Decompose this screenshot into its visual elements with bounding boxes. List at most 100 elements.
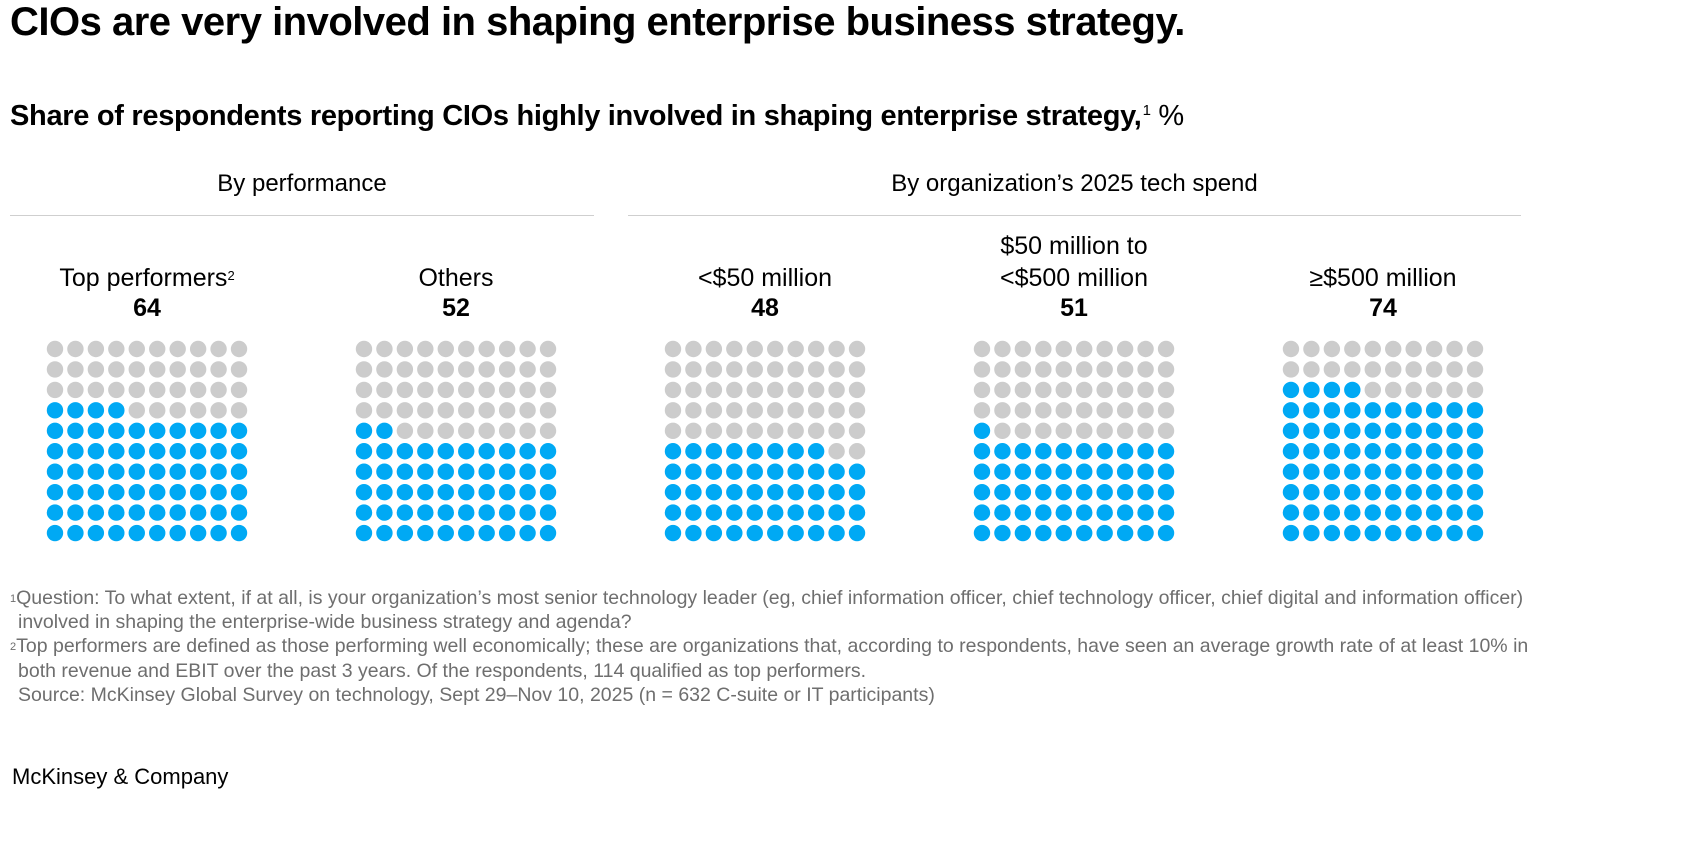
waffle-dot-empty — [478, 381, 495, 399]
waffle-dot-filled — [1014, 443, 1032, 460]
waffle-dot-empty — [519, 422, 536, 439]
waffle-dot-empty — [1466, 361, 1484, 378]
waffle-dot-filled — [848, 524, 866, 542]
waffle-dot-filled — [169, 524, 186, 542]
waffle-dot-filled — [1055, 504, 1072, 521]
waffle-dot-empty — [128, 381, 145, 399]
waffle-dot-filled — [685, 524, 702, 542]
category-label: <$500 million — [924, 262, 1224, 294]
waffle-dot-filled — [149, 483, 166, 501]
waffle-dot-empty — [1055, 381, 1072, 399]
waffle-dot-empty — [848, 361, 866, 378]
chart-title: CIOs are very involved in shaping enterp… — [10, 0, 1185, 44]
waffle-dot-filled — [67, 504, 84, 521]
waffle-dot-empty — [189, 340, 207, 358]
waffle-dot-empty — [1323, 340, 1341, 358]
waffle-dot-filled — [437, 463, 454, 480]
waffle-dot-filled — [458, 463, 475, 480]
waffle-dot-filled — [1137, 504, 1154, 521]
category-label-text: <$500 million — [999, 264, 1148, 292]
waffle-dot-empty — [230, 381, 248, 399]
waffle-dot-filled — [1282, 422, 1300, 439]
waffle-dot-empty — [746, 422, 763, 439]
waffle-dot-filled — [67, 524, 84, 542]
waffle-dot-filled — [210, 422, 227, 439]
waffle-dot-empty — [1035, 340, 1052, 358]
waffle-dot-filled — [807, 483, 825, 501]
chart-subtitle: Share of respondents reporting CIOs high… — [10, 100, 1184, 133]
waffle-dot-filled — [1446, 463, 1463, 480]
waffle-dot-filled — [1303, 483, 1320, 501]
waffle-dot-filled — [705, 483, 723, 501]
waffle-dot-empty — [973, 381, 991, 399]
waffle-dot-empty — [437, 361, 454, 378]
waffle-dot-empty — [685, 340, 702, 358]
waffle-dot-empty — [396, 402, 414, 419]
waffle-dot-filled — [46, 483, 64, 501]
waffle-dot-filled — [169, 422, 186, 439]
waffle-dot-empty — [1137, 340, 1154, 358]
waffle-dot-filled — [478, 443, 495, 460]
waffle-dot-empty — [787, 422, 804, 439]
waffle-dot-empty — [458, 381, 475, 399]
waffle-dot-empty — [539, 361, 557, 378]
waffle-dot-empty — [210, 340, 227, 358]
waffle-dot-empty — [1076, 361, 1093, 378]
footnote-1: 1Question: To what extent, if at all, is… — [10, 586, 1530, 634]
waffle-dot-filled — [664, 524, 682, 542]
waffle-dot-filled — [108, 402, 125, 419]
waffle-dot-empty — [169, 361, 186, 378]
waffle-dot-empty — [1035, 422, 1052, 439]
waffle-dot-empty — [67, 381, 84, 399]
waffle-dot-empty — [1137, 361, 1154, 378]
waffle-dot-filled — [46, 504, 64, 521]
group-divider-performance — [10, 215, 594, 216]
waffle-dot-filled — [1323, 463, 1341, 480]
waffle-dot-empty — [478, 361, 495, 378]
waffle-dot-empty — [807, 340, 825, 358]
waffle-dot-empty — [149, 340, 166, 358]
waffle-dot-filled — [67, 483, 84, 501]
waffle-dot-filled — [437, 483, 454, 501]
waffle-dot-empty — [828, 443, 845, 460]
waffle-dot-filled — [1116, 443, 1134, 460]
waffle-dot-filled — [767, 443, 784, 460]
waffle-dot-empty — [210, 402, 227, 419]
waffle-dot-empty — [1344, 361, 1361, 378]
waffle-dot-empty — [746, 361, 763, 378]
waffle-dot-empty — [1035, 381, 1052, 399]
waffle-dot-empty — [787, 361, 804, 378]
waffle-dot-filled — [498, 483, 516, 501]
waffle-dot-filled — [539, 483, 557, 501]
waffle-dot-filled — [169, 463, 186, 480]
waffle-dot-filled — [458, 443, 475, 460]
waffle-dot-filled — [1076, 443, 1093, 460]
waffle-dot-filled — [1282, 483, 1300, 501]
waffle-dot-filled — [1035, 524, 1052, 542]
waffle-dot-empty — [685, 361, 702, 378]
waffle-dot-empty — [994, 340, 1011, 358]
waffle-dot-filled — [664, 504, 682, 521]
waffle-dot-filled — [1385, 504, 1402, 521]
waffle-dot-empty — [1425, 381, 1443, 399]
waffle-dot-filled — [1076, 483, 1093, 501]
waffle-dot-empty — [1096, 422, 1113, 439]
waffle-dot-filled — [767, 524, 784, 542]
waffle-dot-empty — [1405, 361, 1422, 378]
waffle-dot-filled — [149, 443, 166, 460]
value-label: 48 — [751, 294, 779, 322]
group-divider-tech-spend — [628, 215, 1521, 216]
waffle-dot-filled — [1116, 463, 1134, 480]
waffle-dot-empty — [787, 402, 804, 419]
waffle-dot-empty — [787, 340, 804, 358]
waffle-dot-empty — [1055, 340, 1072, 358]
waffle-dot-filled — [498, 504, 516, 521]
waffle-dot-empty — [87, 381, 105, 399]
waffle-dot-empty — [1035, 402, 1052, 419]
waffle-dot-empty — [149, 402, 166, 419]
group-header-tech-spend: By organization’s 2025 tech spend — [891, 170, 1258, 197]
waffle-dot-empty — [498, 381, 516, 399]
waffle-dot-filled — [437, 504, 454, 521]
waffle-dot-filled — [210, 483, 227, 501]
